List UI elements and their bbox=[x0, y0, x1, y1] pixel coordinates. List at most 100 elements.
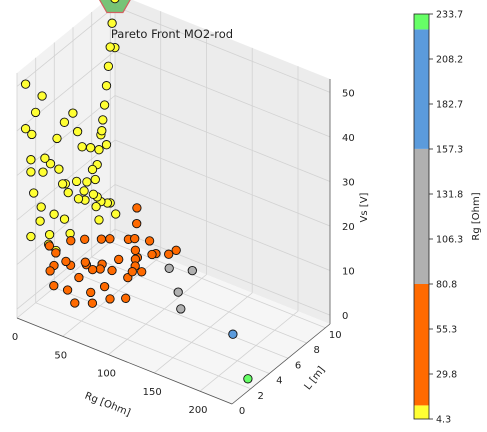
x-axis-line bbox=[16, 317, 233, 405]
data-point bbox=[80, 234, 90, 244]
z-tick-label: 40 bbox=[342, 133, 355, 144]
data-point bbox=[77, 142, 87, 152]
data-point bbox=[49, 281, 59, 291]
x-tick-label: 50 bbox=[54, 350, 67, 361]
data-point bbox=[105, 42, 115, 52]
x-tick-label: 0 bbox=[12, 332, 18, 343]
left-pane bbox=[17, 0, 115, 318]
grid-line bbox=[16, 237, 116, 319]
data-point bbox=[80, 257, 90, 267]
data-point bbox=[44, 229, 55, 240]
data-point bbox=[91, 201, 101, 212]
colorbar-tick-label: 182.7 bbox=[436, 100, 463, 111]
data-point bbox=[90, 174, 100, 185]
x-tick-label: 150 bbox=[143, 387, 162, 398]
data-point bbox=[127, 267, 137, 277]
z-tick-label: 20 bbox=[342, 222, 355, 233]
colorbar-band bbox=[414, 14, 429, 30]
colorbar-label: Rg [Ohm] bbox=[471, 192, 482, 240]
colorbar-tick-label: 208.2 bbox=[436, 55, 463, 66]
data-point bbox=[40, 153, 50, 163]
data-point bbox=[101, 140, 112, 150]
colorbar-tick-label: 29.8 bbox=[436, 370, 457, 381]
data-point bbox=[132, 218, 142, 229]
data-point bbox=[35, 216, 45, 226]
data-point bbox=[94, 145, 104, 155]
colorbar-band bbox=[414, 29, 429, 149]
data-point bbox=[103, 61, 114, 71]
data-point bbox=[101, 81, 112, 91]
grid-line bbox=[114, 184, 331, 271]
data-point bbox=[95, 264, 105, 274]
data-point bbox=[173, 287, 183, 297]
data-point bbox=[29, 188, 39, 198]
data-point bbox=[99, 281, 110, 292]
data-point bbox=[107, 265, 117, 276]
grid-line bbox=[114, 139, 331, 227]
data-point bbox=[37, 91, 47, 101]
data-point bbox=[86, 287, 96, 298]
data-point bbox=[121, 293, 131, 303]
data-point bbox=[105, 294, 115, 304]
data-point bbox=[111, 209, 121, 219]
data-point bbox=[30, 107, 41, 118]
data-point bbox=[99, 100, 110, 110]
data-point bbox=[87, 264, 98, 275]
colorbar-tick-label: 233.7 bbox=[436, 10, 463, 21]
grid-line bbox=[35, 302, 251, 390]
data-point bbox=[61, 256, 71, 267]
data-point bbox=[98, 115, 108, 125]
data-point bbox=[51, 248, 61, 258]
data-point bbox=[20, 124, 31, 134]
data-point bbox=[26, 167, 36, 177]
colorbar-band bbox=[414, 283, 429, 406]
data-point bbox=[59, 214, 70, 224]
grid-line bbox=[153, 292, 253, 374]
data-point bbox=[44, 241, 55, 251]
data-point bbox=[164, 263, 174, 273]
grid-line bbox=[114, 6, 331, 93]
z-tick-label: 10 bbox=[342, 267, 355, 278]
z-tick-label: 30 bbox=[342, 178, 355, 189]
grid-line bbox=[114, 95, 331, 182]
axis-edges bbox=[16, 79, 331, 405]
data-point bbox=[68, 108, 78, 118]
data-point bbox=[79, 186, 89, 196]
data-point bbox=[71, 176, 82, 187]
data-point bbox=[26, 155, 36, 165]
data-point bbox=[27, 129, 37, 140]
data-point bbox=[57, 179, 68, 189]
colorbar-tick-label: 80.8 bbox=[436, 280, 457, 291]
data-point bbox=[97, 126, 107, 136]
grid-line bbox=[91, 256, 307, 344]
data-point bbox=[137, 267, 147, 277]
x-axis-label: Rg [Ohm] bbox=[83, 391, 132, 419]
data-point bbox=[62, 285, 73, 295]
axis-panes bbox=[17, 0, 330, 404]
y-tick-label: 10 bbox=[329, 330, 342, 341]
y-tick-label: 8 bbox=[314, 345, 320, 356]
data-point bbox=[52, 133, 62, 144]
highlight-point bbox=[110, 0, 120, 4]
data-point bbox=[73, 194, 84, 204]
data-point bbox=[74, 272, 84, 283]
y-axis-label: L [m] bbox=[303, 365, 328, 393]
y-axis-line bbox=[231, 323, 331, 405]
colorbar-tick-label: 131.8 bbox=[436, 190, 463, 201]
data-point bbox=[107, 18, 117, 28]
colorbar-tick-label: 4.3 bbox=[436, 415, 451, 426]
colorbar: 4.3 29.8 55.3 80.8 106.3 131.8 157.3 182.7 208.2… bbox=[413, 10, 463, 426]
floor-pane bbox=[17, 238, 330, 404]
chart-title: Pareto Front MO2-rod bbox=[111, 27, 233, 41]
grid-line bbox=[110, 241, 326, 329]
colorbar-band bbox=[414, 148, 429, 284]
data-point bbox=[187, 265, 197, 276]
data-point bbox=[144, 236, 155, 246]
grid-line bbox=[16, 50, 116, 132]
data-points bbox=[20, 0, 253, 384]
colorbar-tick-label: 55.3 bbox=[436, 325, 457, 336]
data-point bbox=[147, 249, 157, 260]
